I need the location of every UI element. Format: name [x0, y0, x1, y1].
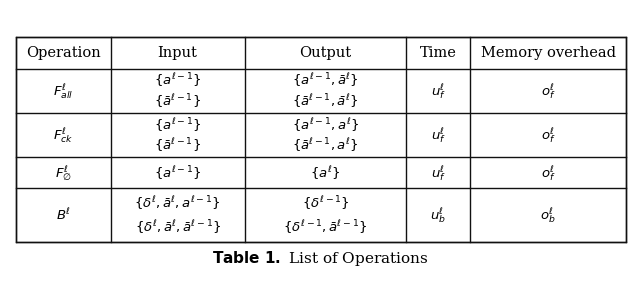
Text: $\{a^{\ell-1}, \bar{a}^{\ell}\}$: $\{a^{\ell-1}, \bar{a}^{\ell}\}$ — [292, 71, 359, 89]
Text: $u^{\ell}_{f}$: $u^{\ell}_{f}$ — [431, 81, 446, 100]
Text: $u^{\ell}_{b}$: $u^{\ell}_{b}$ — [431, 205, 446, 225]
Text: $o^{\ell}_{f}$: $o^{\ell}_{f}$ — [541, 81, 556, 100]
Text: $u^{\ell}_{f}$: $u^{\ell}_{f}$ — [431, 125, 446, 145]
Text: $B^{\ell}$: $B^{\ell}$ — [56, 207, 71, 223]
Text: Time: Time — [420, 46, 457, 59]
Text: $\{\bar{a}^{\ell-1}, \bar{a}^{\ell}\}$: $\{\bar{a}^{\ell-1}, \bar{a}^{\ell}\}$ — [292, 92, 358, 110]
Text: $\{a^{\ell-1}\}$: $\{a^{\ell-1}\}$ — [154, 71, 202, 89]
Text: $\{a^{\ell-1}\}$: $\{a^{\ell-1}\}$ — [154, 164, 202, 182]
Text: $\{\delta^{\ell-1}, \bar{a}^{\ell-1}\}$: $\{\delta^{\ell-1}, \bar{a}^{\ell-1}\}$ — [284, 218, 367, 236]
Text: $o^{\ell}_{f}$: $o^{\ell}_{f}$ — [541, 163, 556, 183]
Text: $F^{\ell}_{all}$: $F^{\ell}_{all}$ — [53, 81, 74, 100]
Text: $\{\delta^{\ell}, \bar{a}^{\ell}, \bar{a}^{\ell-1}\}$: $\{\delta^{\ell}, \bar{a}^{\ell}, \bar{a… — [134, 218, 221, 236]
Text: $\{\delta^{\ell}, \bar{a}^{\ell}, a^{\ell-1}\}$: $\{\delta^{\ell}, \bar{a}^{\ell}, a^{\el… — [134, 194, 221, 212]
Text: $\{\bar{a}^{\ell-1}, a^{\ell}\}$: $\{\bar{a}^{\ell-1}, a^{\ell}\}$ — [292, 137, 359, 154]
Text: $\{a^{\ell-1}, a^{\ell}\}$: $\{a^{\ell-1}, a^{\ell}\}$ — [292, 116, 359, 134]
Text: $u^{\ell}_{f}$: $u^{\ell}_{f}$ — [431, 163, 446, 183]
Text: $o^{\ell}_{f}$: $o^{\ell}_{f}$ — [541, 125, 556, 145]
Text: Operation: Operation — [26, 46, 100, 59]
Text: $F^{\ell}_{\varnothing}$: $F^{\ell}_{\varnothing}$ — [55, 163, 72, 183]
Text: $\{a^{\ell-1}\}$: $\{a^{\ell-1}\}$ — [154, 116, 202, 134]
Text: $\{a^{\ell}\}$: $\{a^{\ell}\}$ — [310, 164, 340, 182]
Text: Memory overhead: Memory overhead — [481, 46, 616, 59]
Text: $o^{\ell}_{b}$: $o^{\ell}_{b}$ — [540, 205, 556, 225]
Text: $\{\bar{a}^{\ell-1}\}$: $\{\bar{a}^{\ell-1}\}$ — [154, 137, 201, 154]
Text: Output: Output — [300, 46, 351, 59]
Bar — [16, 37, 626, 242]
Text: $\{\delta^{\ell-1}\}$: $\{\delta^{\ell-1}\}$ — [301, 194, 349, 212]
Text: $F^{\ell}_{ck}$: $F^{\ell}_{ck}$ — [53, 125, 74, 145]
Text: Input: Input — [157, 46, 198, 59]
Text: $\{\bar{a}^{\ell-1}\}$: $\{\bar{a}^{\ell-1}\}$ — [154, 92, 201, 110]
Text: $\mathbf{Table\ 1.}$ List of Operations: $\mathbf{Table\ 1.}$ List of Operations — [212, 249, 428, 268]
